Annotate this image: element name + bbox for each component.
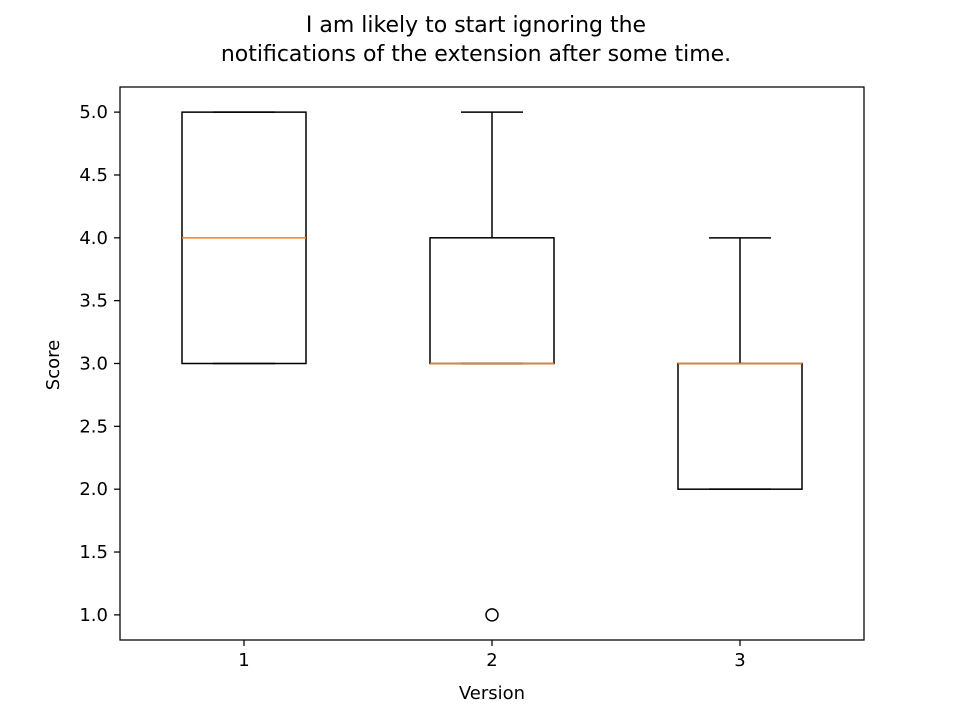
box-group-1 xyxy=(181,111,307,365)
y-tick-label: 3.0 xyxy=(79,354,108,375)
box-group-2 xyxy=(429,111,555,622)
y-axis: 1.0 1.5 2.0 2.5 3.0 3.5 4.0 4.5 5.0 xyxy=(79,102,120,626)
chart-title-line-2: notifications of the extension after som… xyxy=(221,42,731,67)
x-axis-label: Version xyxy=(459,683,525,704)
y-tick-label: 5.0 xyxy=(79,102,108,123)
plot-area xyxy=(181,111,803,622)
x-tick-label: 2 xyxy=(486,650,497,671)
y-tick-label: 4.5 xyxy=(79,165,108,186)
y-tick-label: 4.0 xyxy=(79,228,108,249)
chart-title-line-1: I am likely to start ignoring the xyxy=(306,13,646,38)
x-tick-label: 1 xyxy=(238,650,249,671)
x-axis: 1 2 3 xyxy=(238,640,746,671)
y-tick-label: 3.5 xyxy=(79,291,108,312)
y-tick-label: 2.5 xyxy=(79,416,108,437)
y-tick-label: 1.5 xyxy=(79,542,108,563)
y-tick-label: 2.0 xyxy=(79,479,108,500)
y-tick-label: 1.0 xyxy=(79,605,108,626)
outlier-point xyxy=(485,608,499,622)
y-axis-label: Score xyxy=(43,340,64,390)
x-tick-label: 3 xyxy=(734,650,745,671)
box-group-3 xyxy=(677,237,803,490)
